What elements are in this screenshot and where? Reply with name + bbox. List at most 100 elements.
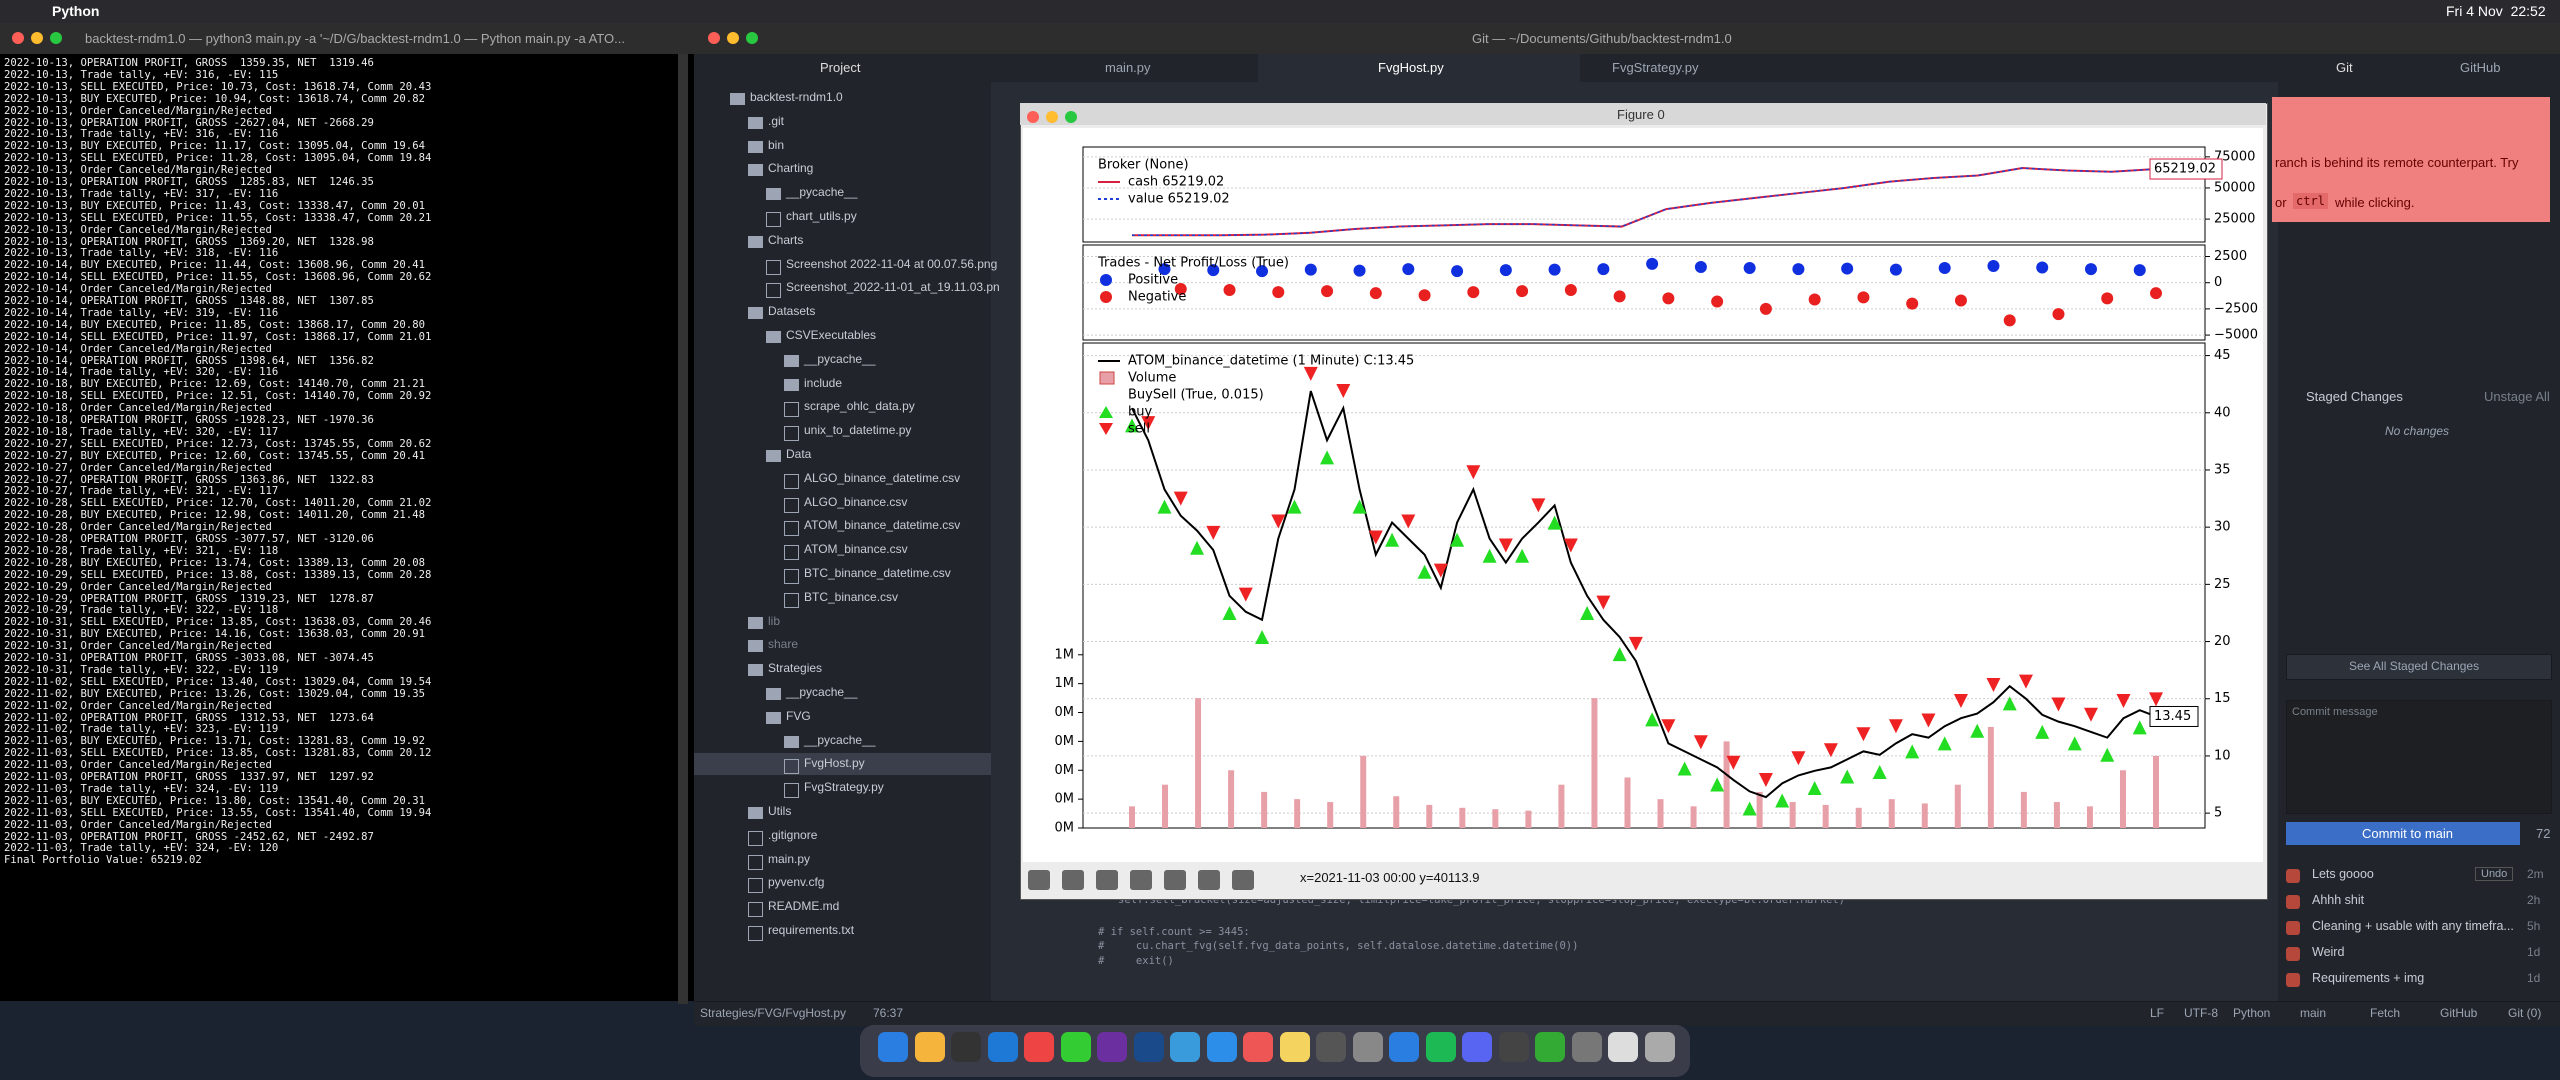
folder[interactable]: __pycache__	[804, 732, 876, 747]
file[interactable]: BTC_binance_datetime.csv	[804, 566, 951, 580]
toolbar-button[interactable]	[1062, 870, 1084, 890]
file[interactable]: README.md	[768, 899, 840, 914]
dock-icon[interactable]	[1498, 1032, 1529, 1062]
window-button[interactable]	[12, 32, 24, 44]
dock-icon[interactable]	[1608, 1032, 1638, 1062]
dock-icon[interactable]	[878, 1032, 908, 1062]
see-all-label[interactable]: See All Staged Changes	[2349, 659, 2480, 673]
folder[interactable]: CSVExecutables	[786, 328, 877, 342]
file[interactable]: ATOM_binance.csv	[804, 542, 908, 557]
commit-message[interactable]: Lets goooo	[2312, 867, 2374, 881]
file[interactable]: pyvenv.cfg	[768, 875, 825, 890]
commit-message[interactable]: Cleaning + usable with any timefra...	[2312, 919, 2514, 933]
status-item[interactable]: Python	[2233, 1006, 2271, 1020]
github-tab[interactable]: GitHub	[2460, 60, 2501, 75]
file[interactable]: BTC_binance.csv	[804, 589, 899, 604]
dock-icon[interactable]	[1571, 1032, 1602, 1062]
folder[interactable]: Data	[786, 447, 812, 461]
active-tab[interactable]	[1258, 54, 1580, 82]
folder[interactable]: __pycache__	[786, 185, 858, 200]
dock-icon[interactable]	[1352, 1032, 1383, 1062]
status-item[interactable]: GitHub	[2440, 1006, 2478, 1020]
commit-message[interactable]: Requirements + img	[2312, 971, 2425, 985]
dock-icon[interactable]	[914, 1032, 945, 1062]
folder[interactable]: Strategies	[768, 661, 823, 676]
dock-icon[interactable]	[1133, 1032, 1164, 1062]
tab[interactable]: main.py	[1105, 60, 1151, 75]
commit-message[interactable]: Ahhh shit	[2312, 893, 2365, 907]
folder[interactable]: .git	[768, 113, 785, 128]
dock-icon[interactable]	[1535, 1032, 1565, 1062]
dock-icon[interactable]	[1425, 1032, 1456, 1062]
dock-icon[interactable]	[1316, 1032, 1346, 1062]
folder[interactable]: share	[768, 637, 799, 652]
window-button[interactable]	[746, 32, 758, 44]
dock-icon[interactable]	[1097, 1032, 1127, 1062]
window-button[interactable]	[50, 32, 62, 44]
file[interactable]: ALGO_binance.csv	[804, 494, 908, 509]
undo-button[interactable]: Undo	[2475, 867, 2514, 881]
selected-row[interactable]	[694, 753, 991, 776]
file[interactable]: main.py	[768, 851, 811, 866]
dock-icon[interactable]	[1024, 1032, 1054, 1062]
toolbar-button[interactable]	[1096, 870, 1118, 890]
window-button[interactable]	[708, 32, 720, 44]
folder[interactable]: backtest-rndm1.0	[750, 90, 843, 104]
status-item[interactable]: LF	[2150, 1006, 2165, 1020]
folder[interactable]: lib	[768, 613, 781, 628]
dock-icon[interactable]	[1060, 1032, 1091, 1062]
window-button[interactable]	[1046, 111, 1058, 123]
status-item[interactable]: main	[2300, 1006, 2327, 1020]
commit-label[interactable]: Commit to main	[2362, 826, 2454, 841]
window-button[interactable]	[727, 32, 739, 44]
folder[interactable]: Utils	[768, 804, 792, 818]
see-all-button[interactable]	[2286, 654, 2552, 680]
window-button[interactable]	[31, 32, 43, 44]
tab[interactable]: FvgHost.py	[1378, 60, 1444, 75]
tab[interactable]: FvgStrategy.py	[1612, 60, 1699, 75]
window-button[interactable]	[1027, 111, 1039, 123]
dock-icon[interactable]	[1243, 1032, 1273, 1062]
git-tab[interactable]: Git	[2336, 60, 2353, 75]
toolbar-button[interactable]	[1232, 870, 1254, 890]
file[interactable]: chart_utils.py	[786, 209, 857, 223]
folder[interactable]: Charts	[768, 232, 804, 247]
folder[interactable]: include	[804, 375, 843, 390]
folder[interactable]: __pycache__	[786, 685, 858, 699]
commit-message-box[interactable]	[2286, 700, 2552, 814]
status-item[interactable]: UTF-8	[2184, 1006, 2218, 1020]
file[interactable]: ATOM_binance_datetime.csv	[804, 518, 961, 533]
dock-icon[interactable]	[1644, 1032, 1675, 1062]
dock-icon[interactable]	[1206, 1032, 1237, 1062]
file[interactable]: unix_to_datetime.py	[804, 423, 912, 438]
toolbar-button[interactable]	[1198, 870, 1220, 890]
file[interactable]: FvgStrategy.py	[804, 780, 884, 795]
toolbar-button[interactable]	[1130, 870, 1152, 890]
folder[interactable]: __pycache__	[804, 351, 876, 366]
folder[interactable]: bin	[768, 137, 785, 152]
file[interactable]: .gitignore	[768, 827, 818, 842]
commit-message[interactable]: Weird	[2312, 945, 2345, 959]
file[interactable]: Screenshot 2022-11-04 at 00.07.56.png	[786, 256, 998, 271]
window-button[interactable]	[1065, 111, 1077, 123]
commit-button[interactable]	[2286, 822, 2520, 845]
folder[interactable]: Datasets	[768, 304, 816, 319]
folder[interactable]: Charting	[768, 161, 814, 176]
dock-icon[interactable]	[1389, 1032, 1419, 1062]
file[interactable]: Screenshot_2022-11-01_at_19.11.03.pn	[786, 280, 1000, 295]
dock-icon[interactable]	[1170, 1032, 1200, 1062]
file[interactable]: FvgHost.py	[804, 756, 865, 771]
dock-icon[interactable]	[987, 1032, 1018, 1062]
dock-icon[interactable]	[951, 1032, 981, 1062]
dock-icon[interactable]	[1462, 1032, 1492, 1062]
file[interactable]: ALGO_binance_datetime.csv	[804, 470, 961, 485]
file[interactable]: scrape_ohlc_data.py	[804, 399, 915, 414]
file[interactable]: requirements.txt	[768, 923, 855, 937]
status-item[interactable]: Fetch	[2370, 1006, 2401, 1020]
toolbar-button[interactable]	[1028, 870, 1050, 890]
toolbar-button[interactable]	[1164, 870, 1186, 890]
dock-icon[interactable]	[1279, 1032, 1310, 1062]
folder[interactable]: FVG	[786, 708, 811, 723]
status-item[interactable]: Git (0)	[2508, 1006, 2542, 1020]
unstage-all[interactable]: Unstage All	[2484, 389, 2550, 404]
